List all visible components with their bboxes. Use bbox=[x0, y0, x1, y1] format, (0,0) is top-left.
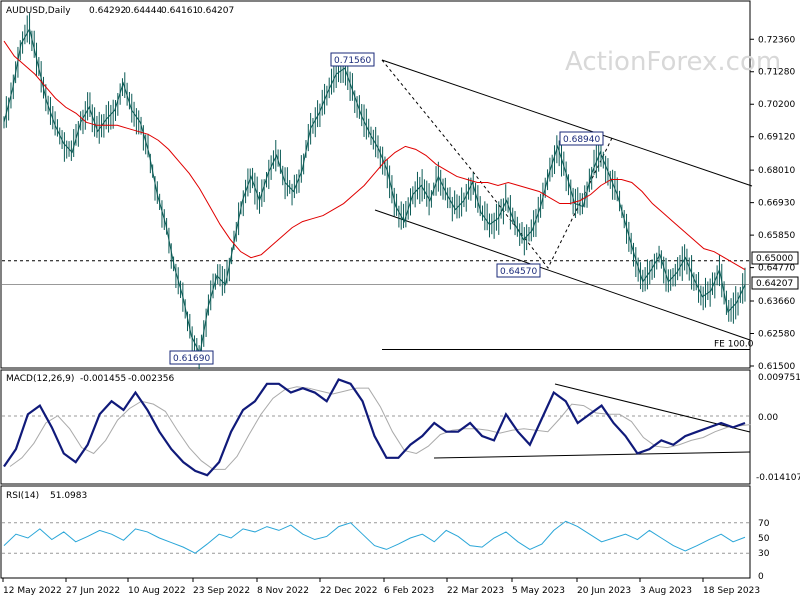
x-tick-label: 22 Dec 2022 bbox=[320, 586, 378, 596]
rsi-tick-label: 0 bbox=[758, 572, 764, 582]
macd-signal-line bbox=[9, 386, 752, 470]
macd-line bbox=[3, 378, 746, 477]
x-tick-label: 23 Sep 2022 bbox=[193, 586, 250, 596]
channel-lower bbox=[374, 209, 751, 341]
price-close-line bbox=[3, 27, 746, 356]
macd-tick-top: 0.009751 bbox=[758, 373, 800, 383]
x-tick-label: 10 Aug 2022 bbox=[128, 586, 186, 596]
x-tick-label: 8 Nov 2022 bbox=[257, 586, 309, 596]
x-tick-label: 3 Aug 2023 bbox=[640, 586, 692, 596]
ohlc-high: 0.64444 bbox=[125, 6, 162, 16]
svg-text:0.68940: 0.68940 bbox=[563, 135, 600, 145]
price-tick-label: 0.68010 bbox=[758, 166, 795, 176]
x-tick-label: 5 May 2023 bbox=[512, 586, 565, 596]
macd-tick-bottom: -0.014107 bbox=[756, 473, 800, 483]
rsi-tick-label: 50 bbox=[758, 534, 770, 544]
price-tick-label: 0.65850 bbox=[758, 231, 795, 241]
symbol-label: AUDUSD,Daily bbox=[6, 6, 71, 16]
swing-label-07156: 0.71560 bbox=[330, 52, 375, 67]
price-panel bbox=[0, 0, 751, 369]
swing-label-06457: 0.64570 bbox=[496, 263, 541, 278]
price-tick-label: 0.61500 bbox=[758, 362, 795, 372]
price-tick-label: 0.64770 bbox=[758, 264, 795, 274]
price-tick-label: 0.62580 bbox=[758, 330, 795, 340]
rsi-line bbox=[3, 520, 746, 554]
x-tick-label: 22 Mar 2023 bbox=[447, 586, 504, 596]
rsi-y-axis: 70 50 30 0 bbox=[2, 519, 770, 582]
ohlc-low: 0.64161 bbox=[161, 6, 198, 16]
rsi-panel bbox=[0, 485, 751, 579]
rsi-tick-label: 70 bbox=[758, 519, 770, 529]
watermark: ActionForex.com bbox=[565, 47, 781, 77]
price-tick-label: 0.70200 bbox=[758, 100, 795, 110]
channel-upper bbox=[381, 59, 753, 187]
swing-label-06169: 0.61690 bbox=[169, 350, 214, 365]
x-tick-label: 27 Jun 2022 bbox=[66, 586, 120, 596]
svg-text:0.71560: 0.71560 bbox=[334, 56, 371, 66]
x-tick-label: 6 Feb 2023 bbox=[384, 586, 434, 596]
macd-value-2: -0.002356 bbox=[128, 374, 174, 384]
price-y-axis: 0.72360 0.71280 0.70200 0.69120 0.68010 0.669… bbox=[750, 35, 795, 372]
current-price-box: 0.64207 bbox=[751, 276, 799, 290]
price-tick-label: 0.71280 bbox=[758, 68, 795, 78]
macd-panel bbox=[0, 369, 751, 485]
price-tick-label: 0.66930 bbox=[758, 199, 795, 209]
fe-label: FE 100.0 bbox=[714, 339, 754, 349]
x-axis: 12 May 2022 27 Jun 2022 10 Aug 2022 23 Sep … bbox=[2, 578, 760, 596]
rsi-value: 51.0983 bbox=[50, 491, 87, 501]
macd-value-1: -0.001455 bbox=[80, 374, 126, 384]
ohlc-close: 0.64207 bbox=[197, 6, 234, 16]
ohlc-open: 0.64292 bbox=[89, 6, 126, 16]
svg-text:0.61690: 0.61690 bbox=[173, 354, 210, 364]
price-tick-label: 0.69120 bbox=[758, 133, 795, 143]
macd-trend-lower bbox=[433, 451, 751, 459]
svg-text:0.65000: 0.65000 bbox=[756, 254, 793, 264]
rsi-label: RSI(14) bbox=[6, 491, 39, 501]
svg-text:0.64207: 0.64207 bbox=[756, 279, 793, 289]
x-tick-label: 18 Sep 2023 bbox=[703, 586, 760, 596]
price-tick-label: 0.63660 bbox=[758, 297, 795, 307]
svg-text:0.64570: 0.64570 bbox=[500, 267, 537, 277]
x-tick-label: 12 May 2022 bbox=[3, 586, 62, 596]
macd-tick-zero: 0.00 bbox=[758, 413, 778, 423]
level-price-box: 0.65000 bbox=[751, 251, 799, 265]
macd-label: MACD(12,26,9) bbox=[6, 374, 74, 384]
swing-label-06894: 0.68940 bbox=[559, 131, 604, 146]
rsi-tick-label: 30 bbox=[758, 549, 770, 559]
price-tick-label: 0.72360 bbox=[758, 35, 795, 45]
x-tick-label: 20 Jun 2023 bbox=[577, 586, 631, 596]
moving-average-line bbox=[3, 40, 746, 271]
